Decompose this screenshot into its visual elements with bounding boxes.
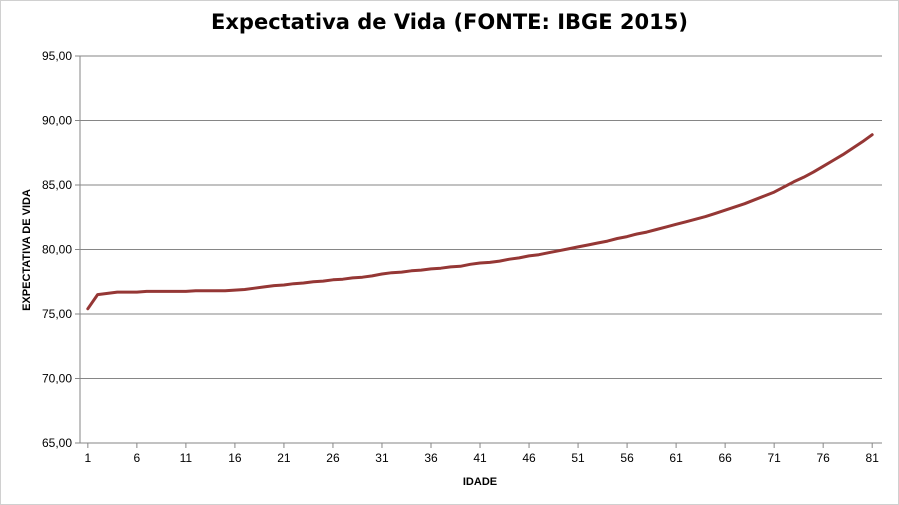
chart-title: Expectativa de Vida (FONTE: IBGE 2015) bbox=[211, 10, 688, 34]
y-tick-label: 80,00 bbox=[42, 243, 72, 257]
x-tick-label: 66 bbox=[718, 451, 732, 465]
x-tick-label: 71 bbox=[767, 451, 781, 465]
x-tick-label: 41 bbox=[473, 451, 487, 465]
y-tick-labels: 65,00 70,00 75,00 80,00 85,00 90,00 95,00 bbox=[42, 49, 72, 450]
x-axis-title: IDADE bbox=[463, 476, 497, 488]
series-line bbox=[86, 133, 874, 311]
series-layer bbox=[86, 133, 874, 311]
x-tick-label: 46 bbox=[522, 451, 536, 465]
y-tick-label: 65,00 bbox=[42, 436, 72, 450]
x-tick-label: 61 bbox=[669, 451, 683, 465]
y-tick-label: 85,00 bbox=[42, 178, 72, 192]
x-tick-label: 31 bbox=[375, 451, 389, 465]
x-tick-label: 16 bbox=[228, 451, 242, 465]
axes bbox=[75, 55, 882, 448]
x-tick-label: 1 bbox=[84, 451, 91, 465]
y-tick-label: 95,00 bbox=[42, 49, 72, 63]
x-tick-label: 76 bbox=[816, 451, 830, 465]
x-tick-label: 6 bbox=[134, 451, 141, 465]
gridlines bbox=[80, 55, 882, 379]
y-axis-title: EXPECTATIVA DE VIDA bbox=[21, 189, 33, 311]
x-tick-label: 11 bbox=[180, 451, 193, 465]
x-tick-label: 81 bbox=[866, 451, 880, 465]
x-tick-label: 56 bbox=[620, 451, 634, 465]
y-tick-label: 70,00 bbox=[42, 372, 72, 386]
x-tick-labels: 1 6 11 16 21 26 31 36 41 46 51 56 61 66 71 76 81 bbox=[84, 451, 879, 465]
x-tick-label: 51 bbox=[571, 451, 585, 465]
y-tick-label: 90,00 bbox=[42, 114, 72, 128]
x-tick-label: 21 bbox=[277, 451, 291, 465]
x-tick-label: 36 bbox=[424, 451, 438, 465]
x-tick-label: 26 bbox=[326, 451, 340, 465]
y-tick-label: 75,00 bbox=[42, 307, 72, 321]
